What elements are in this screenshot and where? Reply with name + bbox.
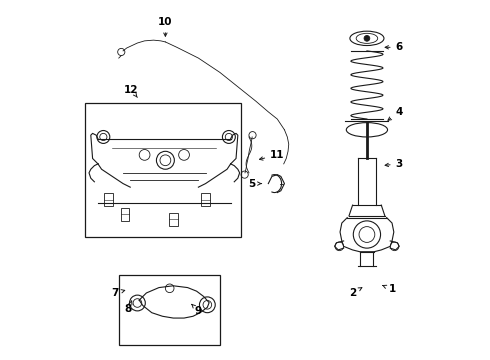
Text: 6: 6 bbox=[385, 42, 403, 52]
Circle shape bbox=[364, 36, 370, 41]
Text: 5: 5 bbox=[248, 179, 261, 189]
Text: 3: 3 bbox=[385, 159, 403, 169]
Text: 7: 7 bbox=[111, 288, 125, 298]
Text: 4: 4 bbox=[388, 107, 403, 120]
Bar bbox=[85, 103, 242, 237]
Text: 9: 9 bbox=[192, 304, 202, 316]
Bar bbox=[169, 213, 177, 226]
Text: 11: 11 bbox=[260, 150, 285, 160]
Text: 8: 8 bbox=[125, 301, 132, 314]
Text: 12: 12 bbox=[124, 85, 139, 98]
Bar bbox=[201, 193, 210, 206]
Text: 1: 1 bbox=[383, 284, 396, 294]
Text: 2: 2 bbox=[349, 288, 362, 298]
Bar bbox=[121, 208, 129, 221]
Bar bbox=[120, 275, 220, 345]
Bar bbox=[104, 193, 113, 206]
Text: 10: 10 bbox=[158, 17, 172, 36]
